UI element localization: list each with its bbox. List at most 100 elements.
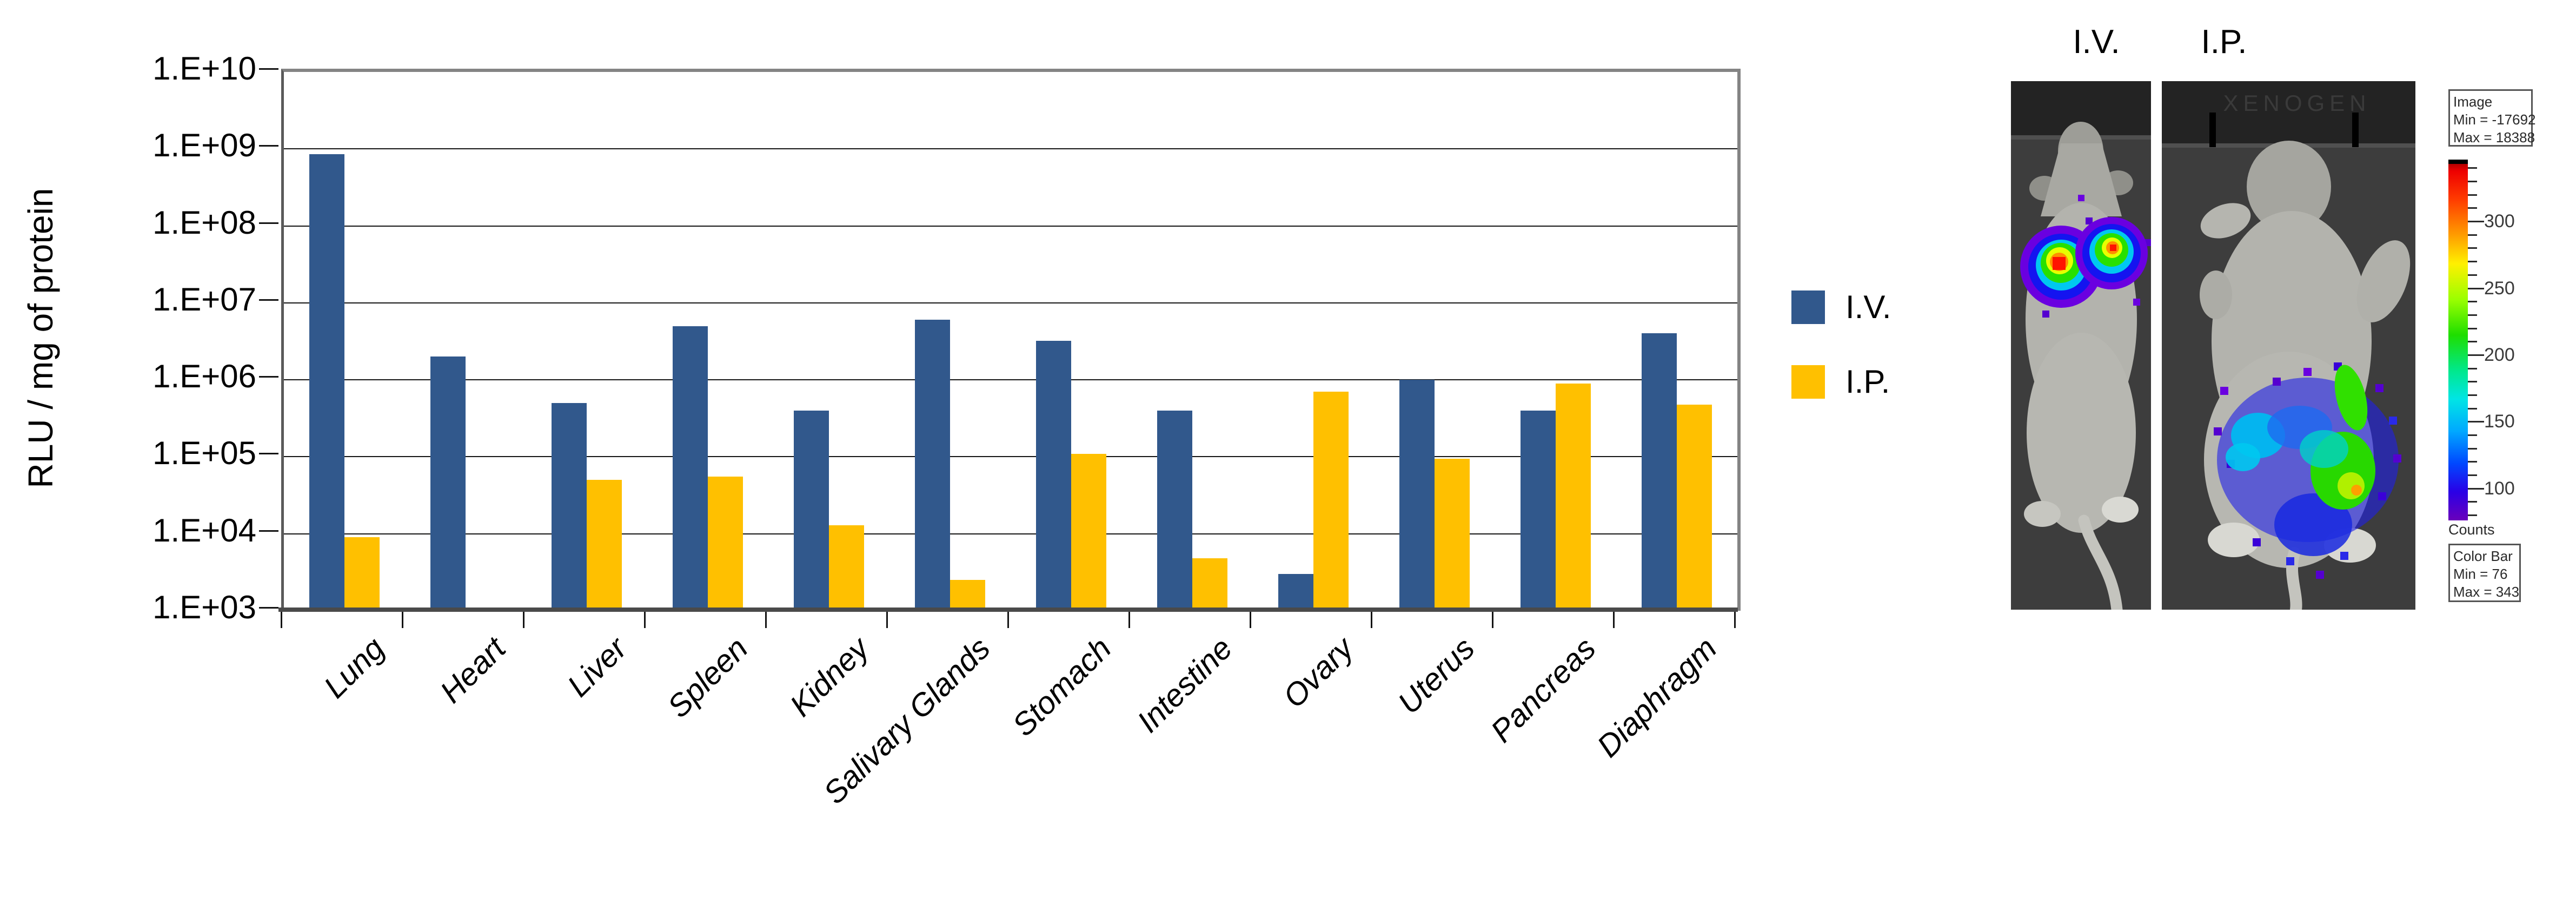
y-tick — [259, 530, 278, 532]
bar-ip-ovary — [1313, 392, 1349, 611]
colorbar-minor-tick — [2468, 261, 2477, 263]
y-tick — [259, 222, 278, 224]
bar-iv-salivary-glands — [915, 320, 950, 611]
colorbar-minmax-box: Color Bar Min = 76 Max = 343 — [2448, 544, 2521, 602]
bar-iv-spleen — [673, 326, 708, 611]
image-max: Max = 18388 — [2453, 129, 2535, 146]
colorbar-major-tick — [2468, 354, 2484, 356]
y-tick-label: 1.E+04 — [152, 512, 256, 549]
colorbar-minor-tick — [2468, 234, 2477, 236]
legend-swatch-ip — [1791, 365, 1825, 399]
colorbar-minor-tick — [2468, 461, 2477, 463]
x-axis-line — [278, 608, 1738, 612]
bar-iv-pancreas — [1521, 410, 1556, 611]
x-tick — [402, 612, 403, 628]
x-tick — [1613, 612, 1615, 628]
colorbar-major-tick — [2468, 221, 2484, 223]
y-tick — [259, 453, 278, 455]
colorbar-tick-label: 250 — [2484, 278, 2515, 299]
bar-ip-salivary-glands — [950, 580, 985, 611]
colorbar-tick-label: 200 — [2484, 344, 2515, 365]
colorbar-minor-tick — [2468, 181, 2477, 183]
bar-ip-intestine — [1192, 558, 1227, 611]
colorbar-top-cap — [2448, 160, 2468, 164]
y-tick-label: 1.E+03 — [152, 589, 256, 625]
colorbar-major-tick — [2468, 287, 2484, 289]
y-tick — [259, 68, 278, 70]
colorbar-min: Min = 76 — [2453, 566, 2508, 582]
colorbar-counts-label: Counts — [2448, 521, 2495, 538]
x-tick — [523, 612, 525, 628]
mouse-photo-ip: XENOGEN — [2162, 81, 2415, 610]
bar-iv-stomach — [1036, 341, 1071, 611]
mouse-iv-label: I.V. — [2073, 23, 2120, 61]
x-tick — [1492, 612, 1493, 628]
plot-area — [281, 69, 1741, 611]
colorbar-minor-tick — [2468, 447, 2477, 450]
x-tick — [886, 612, 888, 628]
legend-swatch-iv — [1791, 290, 1825, 324]
mouse-ip-label: I.P. — [2201, 23, 2247, 61]
gridline-1.E+05 — [284, 456, 1737, 458]
x-tick — [281, 612, 282, 628]
colorbar-minor-tick — [2468, 394, 2477, 396]
bar-ip-diaphragm — [1677, 404, 1712, 611]
bar-ip-spleen — [708, 477, 743, 611]
colorbar-minor-tick — [2468, 194, 2477, 196]
colorbar-minor-tick — [2468, 301, 2477, 303]
bar-iv-lung — [309, 154, 344, 611]
gridline-1.E+06 — [284, 379, 1737, 381]
colorbar-minor-tick — [2468, 247, 2477, 249]
x-tick — [765, 612, 767, 628]
bar-iv-intestine — [1157, 410, 1192, 611]
y-tick-label: 1.E+10 — [152, 50, 256, 87]
y-tick-label: 1.E+05 — [152, 435, 256, 472]
bar-ip-uterus — [1435, 458, 1470, 611]
colorbar-major-tick — [2468, 421, 2484, 423]
x-tick — [1007, 612, 1009, 628]
x-tick — [1371, 612, 1372, 628]
x-tick — [1250, 612, 1251, 628]
bar-ip-liver — [587, 480, 622, 611]
bar-ip-stomach — [1071, 453, 1106, 611]
colorbar-max: Max = 343 — [2453, 584, 2520, 600]
x-tick — [1734, 612, 1736, 628]
x-tick — [644, 612, 646, 628]
colorbar-minor-tick — [2468, 501, 2477, 503]
x-category-label: Lung — [317, 630, 391, 705]
bar-ip-pancreas — [1556, 383, 1591, 611]
legend-label-iv: I.V. — [1845, 289, 1891, 325]
colorbar-major-tick — [2468, 487, 2484, 490]
bar-ip-lung — [344, 537, 380, 611]
y-tick — [259, 299, 278, 301]
y-tick-label: 1.E+09 — [152, 127, 256, 164]
image-min: Min = -17692 — [2453, 111, 2536, 128]
gridline-1.E+09 — [284, 148, 1737, 150]
colorbar-minor-tick — [2468, 434, 2477, 437]
y-tick — [259, 145, 278, 147]
colorbar-minor-tick — [2468, 407, 2477, 410]
colorbar-minor-tick — [2468, 367, 2477, 369]
gridline-1.E+08 — [284, 225, 1737, 227]
colorbar-gradient — [2448, 164, 2468, 520]
colorbar-minor-tick — [2468, 167, 2477, 169]
mouse-iv-illustration — [2011, 81, 2151, 610]
colorbar-minor-tick — [2468, 381, 2477, 383]
bar-ip-kidney — [829, 525, 864, 611]
colorbar-tick-label: 100 — [2484, 478, 2515, 499]
bar-iv-kidney — [794, 410, 829, 611]
bar-iv-diaphragm — [1642, 333, 1677, 611]
y-tick — [259, 376, 278, 378]
colorbar-minor-tick — [2468, 274, 2477, 276]
bar-iv-ovary — [1278, 574, 1313, 611]
x-tick — [1128, 612, 1130, 628]
image-minmax-box: Image Min = -17692 Max = 18388 — [2448, 89, 2536, 147]
colorbar-minor-tick — [2468, 314, 2477, 316]
legend-label-ip: I.P. — [1845, 364, 1890, 400]
y-tick-label: 1.E+08 — [152, 204, 256, 241]
gridline-1.E+07 — [284, 302, 1737, 303]
bar-iv-liver — [552, 402, 587, 611]
colorbar-tick-label: 300 — [2484, 211, 2515, 232]
y-tick-label: 1.E+07 — [152, 281, 256, 318]
